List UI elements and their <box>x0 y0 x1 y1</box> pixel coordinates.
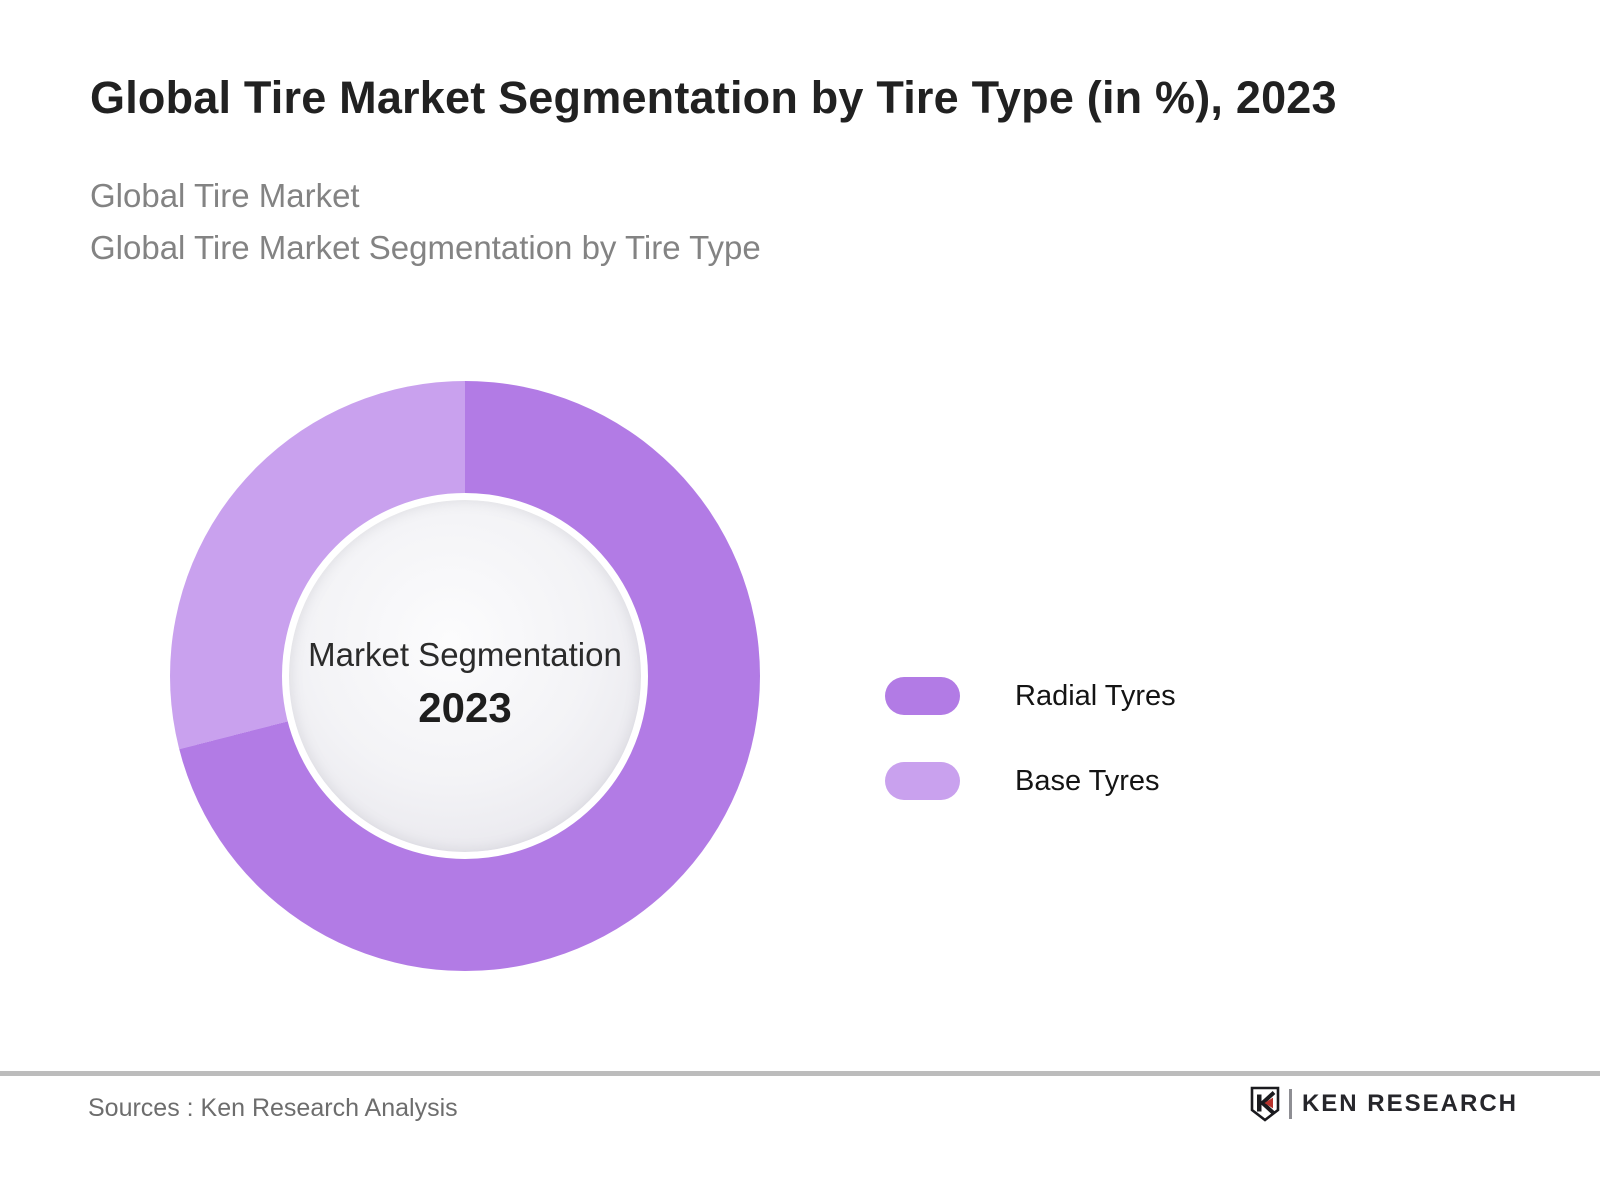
legend-item-radial-tyres: Radial Tyres <box>885 677 1176 715</box>
logo-wordmark: KEN RESEARCH <box>1301 1090 1518 1117</box>
legend-item-base-tyres: Base Tyres <box>885 762 1176 800</box>
chart-legend: Radial Tyres Base Tyres <box>885 677 1176 800</box>
donut-center-text: Market Segmentation 2023 <box>308 636 622 732</box>
chart-subtitles: Global Tire Market Global Tire Market Se… <box>90 170 761 274</box>
subtitle-segmentation: Global Tire Market Segmentation by Tire … <box>90 229 761 266</box>
legend-swatch-base-tyres <box>885 762 960 800</box>
shield-k-icon <box>1250 1086 1280 1122</box>
donut-center-year: 2023 <box>418 684 512 731</box>
page-title: Global Tire Market Segmentation by Tire … <box>90 72 1337 123</box>
legend-swatch-radial-tyres <box>885 677 960 715</box>
legend-label-radial-tyres: Radial Tyres <box>1015 679 1176 712</box>
logo-separator <box>1288 1089 1292 1119</box>
donut-center-label: Market Segmentation <box>308 636 622 673</box>
sources-note: Sources : Ken Research Analysis <box>88 1094 458 1122</box>
legend-label-base-tyres: Base Tyres <box>1015 764 1160 797</box>
ken-research-logo: KEN RESEARCH <box>1249 1086 1518 1122</box>
subtitle-market: Global Tire Market <box>90 177 360 214</box>
donut-chart-area: Market Segmentation 2023 <box>170 381 760 971</box>
footer-divider <box>0 1071 1600 1076</box>
donut-center: Market Segmentation 2023 <box>282 493 648 859</box>
